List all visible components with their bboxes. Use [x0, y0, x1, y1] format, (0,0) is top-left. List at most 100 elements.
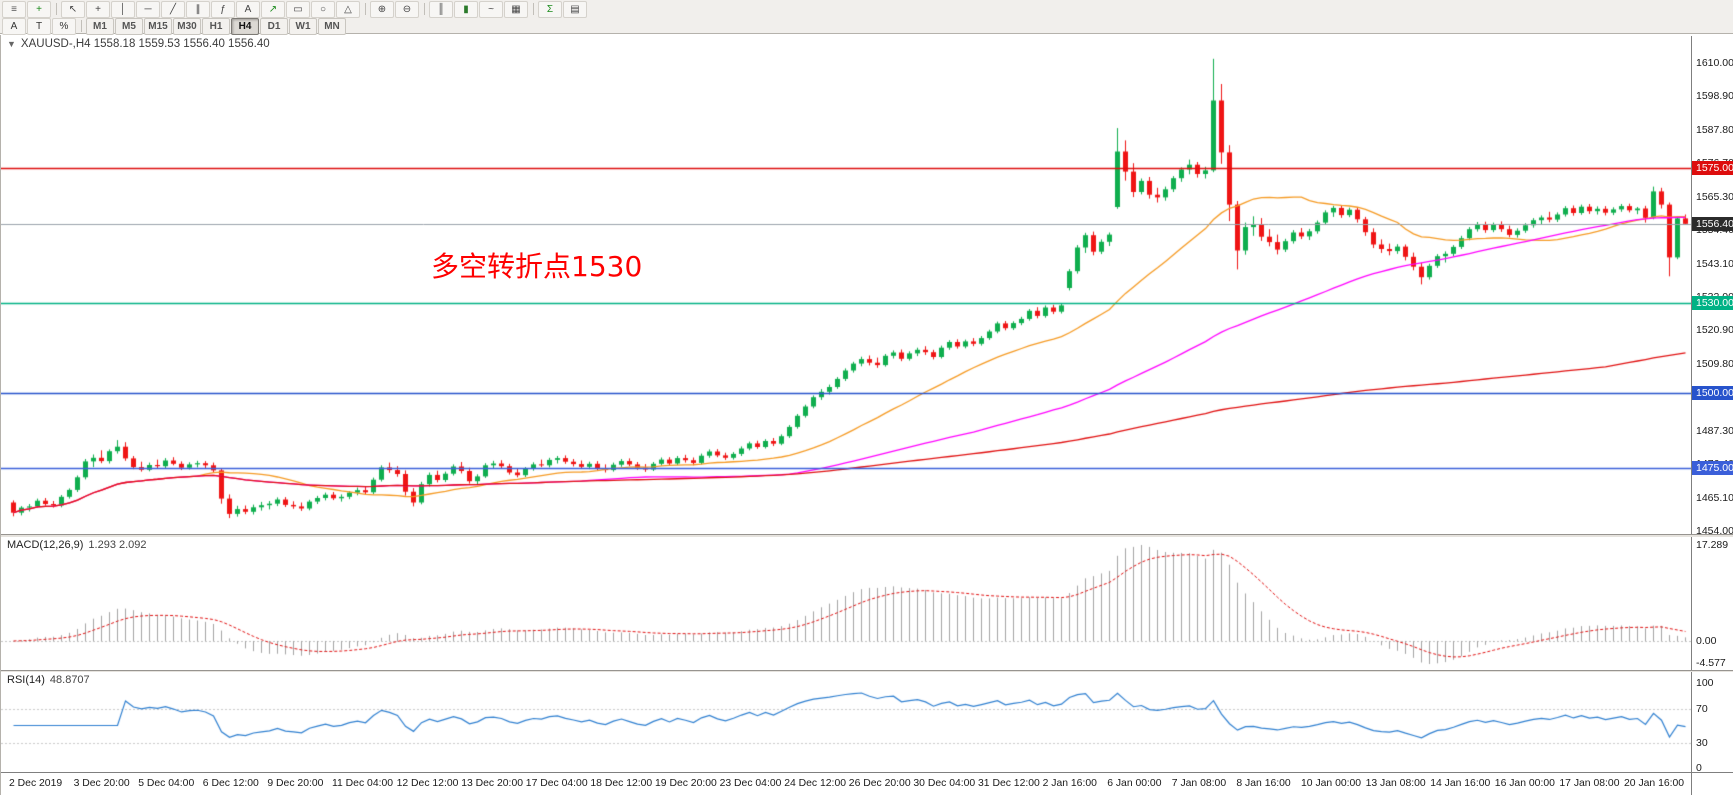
- toolbar-row-icons: ≡ + ↖ + │ ─ ╱ ∥ ƒ A ↗ ▭ ○ △ ⊕ ⊖ ║ ▮ ~ ▦ Σ ▤: [2, 0, 588, 18]
- templates-button[interactable]: ▤: [563, 0, 587, 18]
- candlestick-chart-button[interactable]: ▮: [454, 0, 478, 18]
- macd-values: 1.293 2.092: [88, 539, 147, 551]
- level-price-tag: 1530.00: [1692, 296, 1733, 310]
- price-tick: 1587.80: [1696, 123, 1733, 136]
- macd-scale[interactable]: 17.289 0.00 -4.577: [1691, 537, 1733, 670]
- timeframe-h1-button[interactable]: H1: [202, 17, 230, 35]
- toolbar-row-timeframes: A T% M1 M5 M15 M30 H1 H4 D1 W1 MN: [2, 17, 347, 35]
- text-tool-button[interactable]: A: [2, 17, 26, 35]
- time-label: 12 Dec 12:00: [396, 778, 459, 789]
- new-chart-button[interactable]: +: [27, 0, 51, 18]
- macd-scale-value: -4.577: [1696, 657, 1726, 669]
- toolbar-separator: [424, 3, 425, 15]
- time-label: 9 Dec 20:00: [267, 778, 324, 789]
- panel-divider-rsi[interactable]: [1, 670, 1733, 672]
- toolbar-separator: [81, 20, 82, 32]
- style-tool-button[interactable]: %: [52, 17, 76, 35]
- zoom-in-button[interactable]: ⊕: [370, 0, 394, 18]
- trendline-button[interactable]: ╱: [161, 0, 185, 18]
- time-label: 5 Dec 04:00: [138, 778, 195, 789]
- time-label: 7 Jan 08:00: [1171, 778, 1227, 789]
- timeframe-m30-button[interactable]: M30: [173, 17, 201, 35]
- macd-scale-value: 17.289: [1696, 539, 1729, 551]
- timeframe-m5-button[interactable]: M5: [115, 17, 143, 35]
- price-tick: 1610.00: [1696, 57, 1733, 69]
- rsi-canvas[interactable]: [1, 672, 1691, 772]
- time-label: 23 Dec 04:00: [719, 778, 782, 789]
- price-tick: 1520.90: [1696, 324, 1733, 337]
- time-label: 24 Dec 12:00: [784, 778, 846, 789]
- chart-window: ▼ XAUUSD-,H4 1558.18 1559.53 1556.40 1556…: [0, 35, 1733, 795]
- toolbar-separator: [56, 3, 57, 15]
- rsi-scale-value: 70: [1696, 702, 1708, 715]
- line-chart-button[interactable]: ~: [479, 0, 503, 18]
- bid-price-tag: 1556.40: [1692, 216, 1733, 231]
- cursor-button[interactable]: ↖: [61, 0, 85, 18]
- triangle-button[interactable]: △: [336, 0, 360, 18]
- time-label: 20 Jan 16:00: [1624, 778, 1685, 789]
- rsi-value: 48.8707: [49, 674, 90, 686]
- time-label: 19 Dec 20:00: [655, 778, 717, 789]
- time-label: 3 Dec 20:00: [73, 778, 130, 789]
- tile-windows-button[interactable]: ▦: [504, 0, 528, 18]
- fibonacci-button[interactable]: ƒ: [211, 0, 235, 18]
- time-label: 31 Dec 12:00: [978, 778, 1040, 789]
- chart-text-annotation[interactable]: 多空转折点1530: [431, 250, 643, 283]
- time-label: 26 Dec 20:00: [848, 778, 911, 789]
- chart-list-button[interactable]: ≡: [2, 0, 26, 18]
- time-label: 11 Dec 04:00: [332, 778, 394, 789]
- panel-divider-macd[interactable]: [1, 534, 1733, 537]
- price-tick: 1565.30: [1696, 191, 1733, 204]
- time-label: 10 Jan 00:00: [1301, 778, 1362, 789]
- time-label: 18 Dec 12:00: [590, 778, 653, 789]
- bar-chart-button[interactable]: ║: [429, 0, 453, 18]
- time-label: 30 Dec 04:00: [913, 778, 976, 789]
- vertical-line-button[interactable]: │: [111, 0, 135, 18]
- time-label: 17 Dec 04:00: [525, 778, 588, 789]
- zoom-out-button[interactable]: ⊖: [395, 0, 419, 18]
- toolbar-separator: [365, 3, 366, 15]
- price-tick: 1487.30: [1696, 425, 1733, 438]
- text-label-button[interactable]: A: [236, 0, 260, 18]
- macd-label: MACD(12,26,9) 1.293 2.092: [7, 539, 147, 551]
- timeframe-m15-button[interactable]: M15: [144, 17, 172, 35]
- price-tick: 1509.80: [1696, 357, 1733, 370]
- timeframe-mn-button[interactable]: MN: [318, 17, 346, 35]
- ellipse-button[interactable]: ○: [311, 0, 335, 18]
- time-label: 14 Jan 16:00: [1430, 778, 1491, 789]
- indicators-button[interactable]: Σ: [538, 0, 562, 18]
- time-label: 6 Jan 00:00: [1107, 778, 1162, 789]
- time-label: 17 Jan 08:00: [1559, 778, 1620, 789]
- time-label: 2 Dec 2019: [9, 778, 63, 789]
- price-tick: 1598.90: [1696, 90, 1733, 103]
- collapse-chart-icon[interactable]: ▼: [7, 39, 16, 49]
- arrow-button[interactable]: ↗: [261, 0, 285, 18]
- rsi-panel: RSI(14) 48.8707 100 70 30 0: [1, 672, 1733, 772]
- time-label: 8 Jan 16:00: [1236, 778, 1291, 789]
- timeframe-d1-button[interactable]: D1: [260, 17, 288, 35]
- timeframe-m1-button[interactable]: M1: [86, 17, 114, 35]
- text-cursor-button[interactable]: T: [27, 17, 51, 35]
- price-scale[interactable]: 1610.001598.901587.801576.701565.301554.…: [1691, 36, 1733, 534]
- channel-button[interactable]: ∥: [186, 0, 210, 18]
- macd-canvas[interactable]: [1, 537, 1691, 670]
- timeframe-h4-button[interactable]: H4: [231, 17, 259, 35]
- crosshair-button[interactable]: +: [86, 0, 110, 18]
- rectangle-button[interactable]: ▭: [286, 0, 310, 18]
- toolbar: ≡ + ↖ + │ ─ ╱ ∥ ƒ A ↗ ▭ ○ △ ⊕ ⊖ ║ ▮ ~ ▦ Σ ▤ A T% M1 M5 M15 M30 H1 H4…: [0, 0, 1733, 35]
- rsi-scale[interactable]: 100 70 30 0: [1691, 672, 1733, 772]
- level-price-tag: 1500.00: [1692, 386, 1733, 400]
- time-label: 13 Dec 20:00: [461, 778, 523, 789]
- horizontal-line-button[interactable]: ─: [136, 0, 160, 18]
- time-axis-corner: [1691, 773, 1733, 795]
- main-chart-panel: ▼ XAUUSD-,H4 1558.18 1559.53 1556.40 1556…: [1, 36, 1733, 534]
- macd-panel: MACD(12,26,9) 1.293 2.092 17.289 0.00 -4.57…: [1, 537, 1733, 670]
- level-price-tag: 1475.00: [1692, 461, 1733, 475]
- time-axis[interactable]: 2 Dec 2019 3 Dec 20:00 5 Dec 04:00 6 Dec 12…: [1, 772, 1733, 795]
- macd-name: MACD(12,26,9): [7, 539, 84, 551]
- rsi-scale-value: 30: [1696, 736, 1708, 749]
- price-tick: 1454.00: [1696, 525, 1733, 534]
- timeframe-w1-button[interactable]: W1: [289, 17, 317, 35]
- price-chart-canvas[interactable]: [1, 36, 1691, 534]
